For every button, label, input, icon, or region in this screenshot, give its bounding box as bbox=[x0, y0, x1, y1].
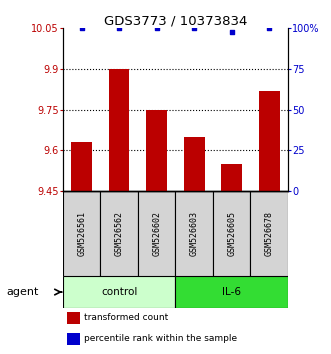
Bar bbox=[146, 110, 167, 191]
Bar bbox=[63, 276, 175, 308]
Bar bbox=[68, 312, 80, 324]
Bar bbox=[251, 191, 288, 276]
Point bbox=[192, 25, 197, 31]
Bar bbox=[184, 137, 205, 191]
Text: GSM526602: GSM526602 bbox=[152, 211, 161, 256]
Bar bbox=[221, 164, 242, 191]
Bar bbox=[175, 276, 288, 308]
Bar bbox=[71, 142, 92, 191]
Text: transformed count: transformed count bbox=[84, 313, 168, 322]
Point bbox=[154, 25, 159, 31]
Bar bbox=[175, 191, 213, 276]
Bar bbox=[138, 191, 175, 276]
Title: GDS3773 / 10373834: GDS3773 / 10373834 bbox=[104, 14, 247, 27]
Text: control: control bbox=[101, 287, 137, 297]
Text: GSM526561: GSM526561 bbox=[77, 211, 86, 256]
Bar bbox=[63, 191, 100, 276]
Bar bbox=[213, 191, 251, 276]
Bar bbox=[100, 191, 138, 276]
Text: GSM526562: GSM526562 bbox=[115, 211, 124, 256]
Text: IL-6: IL-6 bbox=[222, 287, 241, 297]
Bar bbox=[109, 69, 129, 191]
Text: percentile rank within the sample: percentile rank within the sample bbox=[84, 335, 237, 343]
Bar bbox=[68, 333, 80, 345]
Text: GSM526603: GSM526603 bbox=[190, 211, 199, 256]
Point bbox=[229, 29, 234, 34]
Text: GSM526678: GSM526678 bbox=[265, 211, 274, 256]
Point bbox=[266, 25, 272, 31]
Text: GSM526605: GSM526605 bbox=[227, 211, 236, 256]
Point bbox=[79, 25, 84, 31]
Point bbox=[117, 25, 122, 31]
Bar bbox=[259, 91, 279, 191]
Text: agent: agent bbox=[7, 287, 39, 297]
